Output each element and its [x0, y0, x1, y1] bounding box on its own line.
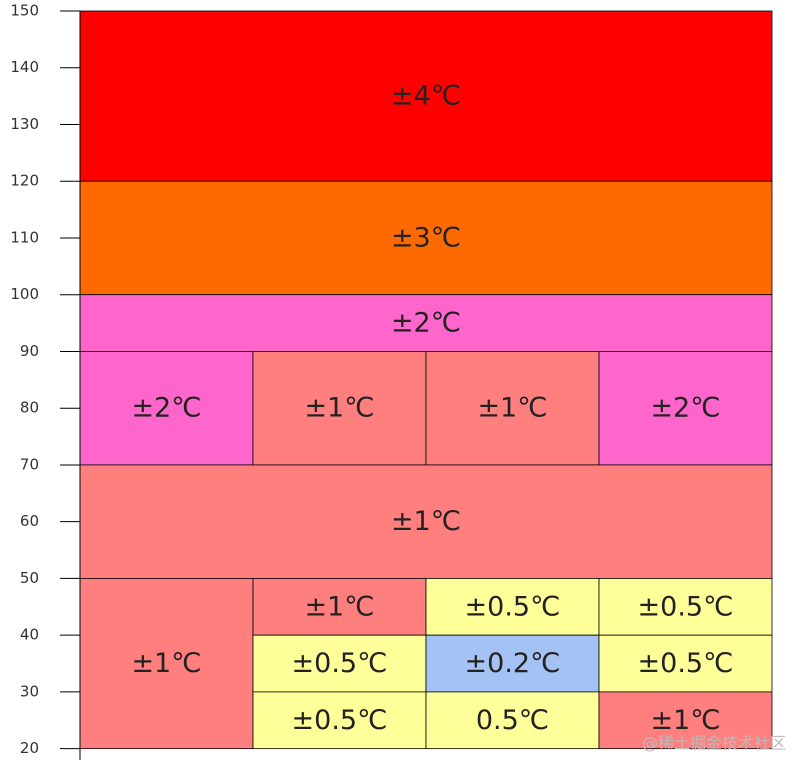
cell — [79, 180, 773, 296]
cell — [79, 294, 773, 352]
cell — [79, 351, 254, 466]
cell-label: ±0.5℃ — [638, 591, 734, 622]
cell — [79, 464, 773, 579]
y-tick-label: 60 — [20, 512, 39, 530]
y-tick-label: 70 — [20, 455, 39, 473]
cell — [598, 578, 773, 636]
cell-label: ±4℃ — [391, 81, 461, 112]
cell — [252, 351, 427, 466]
cell-label: ±2℃ — [131, 393, 201, 424]
cell — [252, 691, 427, 750]
cell-label: ±3℃ — [391, 222, 461, 253]
y-tick-label: 100 — [10, 285, 39, 303]
cell — [425, 691, 600, 750]
cell — [252, 634, 427, 693]
y-tick-label: 80 — [20, 399, 39, 417]
cell-label: ±0.5℃ — [638, 648, 734, 679]
cell-label: 0.5℃ — [476, 705, 549, 736]
cell — [598, 351, 773, 466]
y-tick-label: 120 — [10, 172, 39, 190]
cell-label: ±0.5℃ — [465, 591, 561, 622]
cell — [598, 634, 773, 693]
y-tick-label: 90 — [20, 342, 39, 360]
cell-label: ±1℃ — [477, 393, 547, 424]
cell-label: ±0.5℃ — [292, 648, 388, 679]
cell-label: ±1℃ — [391, 506, 461, 537]
y-tick-label: 150 — [10, 2, 39, 20]
y-tick-label: 50 — [20, 569, 39, 587]
cell — [425, 351, 600, 466]
cell-label: ±1℃ — [131, 648, 201, 679]
cell-label: ±1℃ — [304, 393, 374, 424]
cell — [425, 634, 600, 693]
cell — [79, 10, 773, 182]
y-tick-label: 110 — [10, 228, 39, 246]
y-tick-label: 40 — [20, 626, 39, 644]
cell-label: ±2℃ — [650, 393, 720, 424]
y-tick-label: 20 — [20, 739, 39, 757]
cell — [252, 578, 427, 636]
cell-label: ±1℃ — [650, 705, 720, 736]
y-tick-label: 140 — [10, 58, 39, 76]
y-tick-label: 30 — [20, 682, 39, 700]
cell-label: ±0.5℃ — [292, 705, 388, 736]
cell-label: ±2℃ — [391, 308, 461, 339]
cell-label: ±1℃ — [304, 591, 374, 622]
cell — [598, 691, 773, 750]
y-tick-label: 130 — [10, 115, 39, 133]
cell-label: ±0.2℃ — [465, 648, 561, 679]
watermark: @稀土掘金技术社区 — [642, 734, 786, 753]
